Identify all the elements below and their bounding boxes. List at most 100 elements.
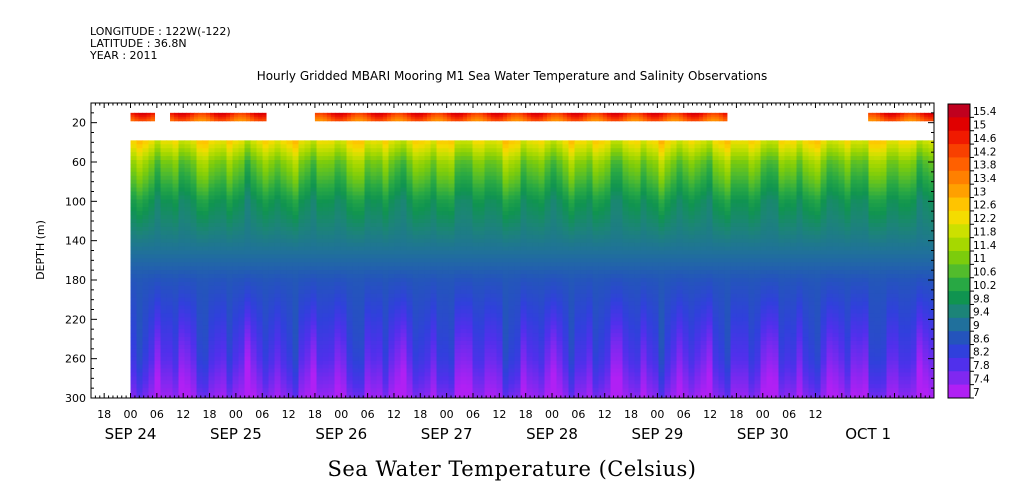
- heatmap-cell: [532, 203, 540, 208]
- heatmap-cell: [280, 148, 288, 153]
- heatmap-cell: [196, 222, 204, 228]
- heatmap-cell: [250, 281, 258, 287]
- heatmap-cell: [490, 160, 498, 165]
- heatmap-cell: [418, 337, 426, 342]
- heatmap-cell: [562, 396, 570, 398]
- heatmap-cell: [298, 199, 306, 204]
- heatmap-cell: [280, 305, 288, 311]
- heatmap-cell: [502, 148, 510, 153]
- heatmap-cell: [166, 344, 174, 350]
- heatmap-cell: [412, 321, 420, 326]
- heatmap-cell: [286, 262, 294, 267]
- heatmap-cell: [460, 152, 468, 157]
- heatmap-cell: [256, 317, 264, 322]
- heatmap-cell: [322, 352, 330, 358]
- heatmap-cell: [508, 372, 516, 377]
- heatmap-cell: [520, 195, 528, 200]
- heatmap-cell: [304, 266, 312, 271]
- heatmap-cell: [520, 152, 528, 157]
- heatmap-cell: [262, 167, 270, 173]
- heatmap-cell: [238, 167, 246, 173]
- heatmap-cell: [310, 222, 318, 228]
- heatmap-cell: [568, 392, 576, 397]
- heatmap-cell: [304, 333, 312, 338]
- heatmap-cell: [304, 325, 312, 330]
- heatmap-cell: [178, 167, 186, 173]
- heatmap-cell: [436, 219, 444, 224]
- heatmap-cell: [226, 297, 234, 303]
- heatmap-cell: [526, 140, 534, 145]
- heatmap-cell: [232, 171, 240, 177]
- heatmap-cell: [334, 144, 342, 149]
- heatmap-cell: [400, 297, 408, 303]
- heatmap-cell: [184, 230, 192, 236]
- heatmap-cell: [430, 356, 438, 362]
- heatmap-cell: [358, 167, 366, 173]
- heatmap-cell: [400, 321, 408, 326]
- heatmap-cell: [574, 179, 582, 185]
- heatmap-cell: [130, 222, 138, 228]
- heatmap-cell: [160, 325, 168, 330]
- heatmap-cell: [490, 152, 498, 157]
- heatmap-cell: [496, 285, 504, 291]
- heatmap-cell: [448, 313, 456, 318]
- heatmap-cell: [238, 360, 246, 366]
- heatmap-cell: [268, 152, 276, 157]
- heatmap-cell: [238, 293, 246, 299]
- heatmap-cell: [358, 156, 366, 161]
- heatmap-cell: [160, 321, 168, 326]
- heatmap-cell: [502, 270, 510, 275]
- heatmap-cell: [562, 301, 570, 307]
- heatmap-cell: [310, 203, 318, 208]
- heatmap-cell: [526, 219, 534, 224]
- heatmap-cell: [400, 167, 408, 173]
- heatmap-cell: [508, 317, 516, 322]
- heatmap-cell: [580, 195, 588, 200]
- heatmap-cell: [532, 195, 540, 200]
- heatmap-cell: [280, 238, 288, 244]
- heatmap-cell: [478, 309, 486, 315]
- heatmap-cell: [490, 144, 498, 149]
- heatmap-cell: [460, 171, 468, 177]
- heatmap-cell: [352, 348, 360, 354]
- heatmap-cell: [460, 195, 468, 200]
- heatmap-cell: [334, 183, 342, 189]
- heatmap-cell: [526, 226, 534, 232]
- heatmap-cell: [562, 340, 570, 346]
- heatmap-cell: [304, 368, 312, 374]
- heatmap-cell: [298, 258, 306, 263]
- heatmap-cell: [250, 392, 258, 397]
- heatmap-cell: [544, 376, 552, 381]
- heatmap-cell: [580, 175, 588, 181]
- heatmap-cell: [454, 372, 462, 377]
- heatmap-cell: [136, 160, 144, 165]
- heatmap-cell: [412, 372, 420, 377]
- heatmap-cell: [370, 364, 378, 370]
- heatmap-cell: [322, 258, 330, 263]
- heatmap-cell: [340, 156, 348, 161]
- heatmap-cell: [262, 285, 270, 291]
- heatmap-cell: [508, 305, 516, 311]
- heatmap-cell: [538, 234, 546, 240]
- heatmap-cell: [478, 187, 486, 193]
- heatmap-cell: [142, 285, 150, 291]
- heatmap-cell: [166, 215, 174, 220]
- heatmap-cell: [268, 333, 276, 338]
- heatmap-cell: [520, 297, 528, 303]
- heatmap-cell: [358, 140, 366, 145]
- heatmap-cell: [388, 348, 396, 354]
- heatmap-cell: [448, 179, 456, 185]
- heatmap-cell: [508, 270, 516, 275]
- heatmap-cell: [226, 293, 234, 299]
- heatmap-cell: [448, 356, 456, 362]
- heatmap-cell: [214, 230, 222, 236]
- heatmap-cell: [508, 211, 516, 216]
- heatmap-cell: [226, 333, 234, 338]
- heatmap-cell: [142, 348, 150, 354]
- heatmap-cell: [346, 281, 354, 287]
- heatmap-cell: [274, 211, 282, 216]
- heatmap-cell: [298, 215, 306, 220]
- heatmap-cell: [142, 376, 150, 381]
- heatmap-cell: [292, 396, 300, 398]
- heatmap-cell: [544, 207, 552, 212]
